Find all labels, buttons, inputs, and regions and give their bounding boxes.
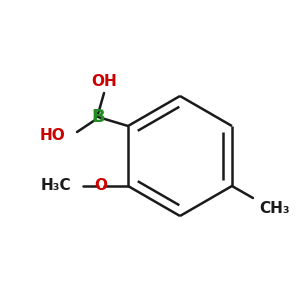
Text: H₃C: H₃C [40,178,71,194]
Text: O: O [94,178,107,194]
Text: CH₃: CH₃ [259,201,290,216]
Text: HO: HO [39,128,65,142]
Text: B: B [91,108,105,126]
Text: OH: OH [91,74,117,88]
